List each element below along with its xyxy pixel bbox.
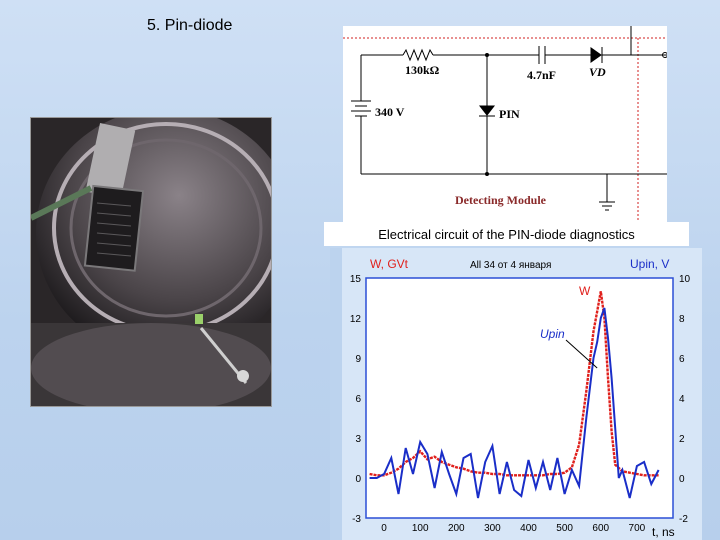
circuit-diagram: 130kΩ 4.7nF VD 340 V PIN Detecting Modul… (343, 26, 668, 222)
detector-photo (30, 117, 272, 407)
resistor-label: 130kΩ (405, 63, 440, 77)
slide-title: 5. Pin-diode (147, 17, 233, 34)
x-tick-label: 300 (484, 523, 501, 534)
series-line-upin (369, 307, 660, 499)
w-annotation: W (579, 284, 591, 298)
y-left-tick-label: 0 (355, 474, 361, 485)
upin-annotation-arrow (565, 339, 598, 369)
y-axis-right-label: Upin, V (630, 257, 669, 271)
upin-annotation: Upin (540, 327, 565, 341)
x-tick-label: 700 (629, 523, 646, 534)
y-left-tick-label: 9 (355, 354, 361, 365)
signal-chart: 0 100 200 300 400 500 600 700 -3 0 3 6 9 12 15 -2 0 2 4 6 8 1… (330, 248, 702, 540)
y-left-tick-label: 12 (350, 314, 362, 325)
circuit-caption: Electrical circuit of the PIN-diode diag… (324, 222, 689, 246)
y-right-tick-label: 4 (679, 394, 685, 405)
voltage-label: 340 V (375, 105, 405, 119)
y-left-tick-label: 15 (350, 274, 362, 285)
y-right-tick-label: -2 (679, 514, 688, 525)
x-tick-label: 500 (556, 523, 573, 534)
x-tick-label: 400 (520, 523, 537, 534)
y-right-tick-label: 10 (679, 274, 691, 285)
plot-area (365, 277, 674, 519)
pin-label: PIN (499, 107, 520, 121)
module-label: Detecting Module (455, 193, 547, 207)
capacitor-label: 4.7nF (527, 68, 556, 82)
chart-title: All 34 от 4 января (470, 260, 551, 271)
y-axis-left-label: W, GVt (370, 257, 409, 271)
x-tick-label: 0 (381, 523, 387, 534)
x-tick-label: 100 (412, 523, 429, 534)
y-right-tick-label: 0 (679, 474, 685, 485)
y-left-tick-label: 6 (355, 394, 361, 405)
y-right-tick-label: 8 (679, 314, 685, 325)
y-left-tick-label: -3 (352, 514, 361, 525)
x-axis-label: t, ns (652, 525, 675, 539)
diode-vd-label: VD (589, 65, 606, 79)
y-right-tick-label: 2 (679, 434, 685, 445)
x-tick-label: 200 (448, 523, 465, 534)
y-right-tick-label: 6 (679, 354, 685, 365)
y-left-tick-label: 3 (355, 434, 361, 445)
x-tick-label: 600 (592, 523, 609, 534)
